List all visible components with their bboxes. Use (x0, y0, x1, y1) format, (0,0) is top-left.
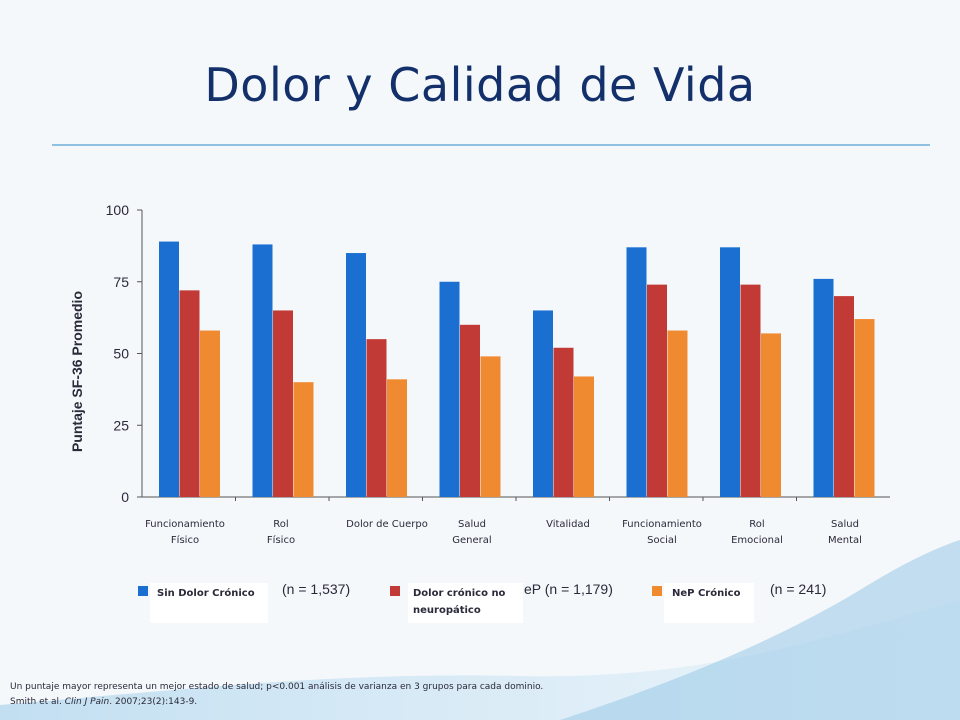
footnote-citation: Smith et al. Clin J Pain. 2007;23(2):143… (10, 695, 543, 710)
bar (159, 241, 179, 497)
legend-label-sin-dolor: Sin Dolor Crónico (157, 588, 255, 599)
legend-label-no-neuropatico: Dolor crónico no neuropático (413, 588, 506, 616)
bar (813, 278, 834, 497)
bar (761, 333, 781, 497)
bar (252, 244, 273, 497)
bar (626, 247, 647, 497)
citation-journal: Clin J Pain (64, 697, 110, 707)
legend-swatch-no-neuropatico (390, 586, 400, 596)
bar (273, 310, 293, 497)
bar (179, 290, 200, 497)
bar (200, 330, 220, 497)
bar (533, 310, 553, 497)
bar (647, 284, 667, 497)
category-label: Rol Emocional (731, 519, 783, 546)
legend-n-nep: (n = 241) (770, 581, 827, 597)
legend-swatch-nep (652, 586, 662, 596)
legend-n-no-neuropatico: eP (n = 1,179) (524, 581, 613, 597)
y-tick-label: 75 (113, 274, 129, 290)
title-divider (52, 144, 930, 146)
y-tick-label: 100 (106, 202, 130, 218)
y-tick-label: 25 (113, 417, 129, 433)
legend-box (408, 583, 523, 623)
y-tick-label: 0 (121, 489, 129, 505)
category-label: Vitalidad (546, 519, 590, 530)
legend-n-sin-dolor: (n = 1,537) (282, 581, 351, 597)
bar (366, 339, 387, 497)
bar (740, 284, 761, 497)
category-label: Rol Físico (266, 519, 296, 546)
legend-swatch-sin-dolor (138, 586, 148, 596)
category-label: Salud General (452, 519, 492, 546)
citation-authors: Smith et al. (10, 697, 65, 707)
bar (553, 347, 574, 497)
bar (854, 319, 875, 497)
slide-title: Dolor y Calidad de Vida (204, 58, 756, 112)
footnote: Un puntaje mayor representa un mejor est… (10, 680, 543, 710)
bar (387, 379, 407, 497)
category-label: Salud Mental (828, 519, 862, 546)
y-tick-label: 50 (113, 346, 129, 362)
category-label: Funcionamiento Físico (145, 519, 225, 546)
citation-details: . 2007;23(2):143-9. (109, 697, 198, 707)
bar (834, 296, 854, 497)
category-label: Funcionamiento Social (622, 519, 702, 546)
bar (346, 253, 366, 497)
bar (667, 330, 688, 497)
bar (439, 281, 460, 497)
legend-box (150, 583, 268, 623)
category-label: Dolor de Cuerpo (346, 519, 428, 530)
bar (480, 356, 501, 497)
y-axis-label: Puntaje SF-36 Promedio (69, 291, 85, 452)
bar (460, 324, 480, 497)
footnote-line-1: Un puntaje mayor representa un mejor est… (10, 682, 544, 692)
bar (574, 376, 594, 497)
chart-legend: Sin Dolor Crónico (n = 1,537) Dolor crón… (0, 581, 960, 623)
legend-box (664, 583, 754, 623)
legend-label-nep: NeP Crónico (672, 588, 741, 599)
bar (293, 382, 314, 497)
bar (720, 247, 740, 497)
